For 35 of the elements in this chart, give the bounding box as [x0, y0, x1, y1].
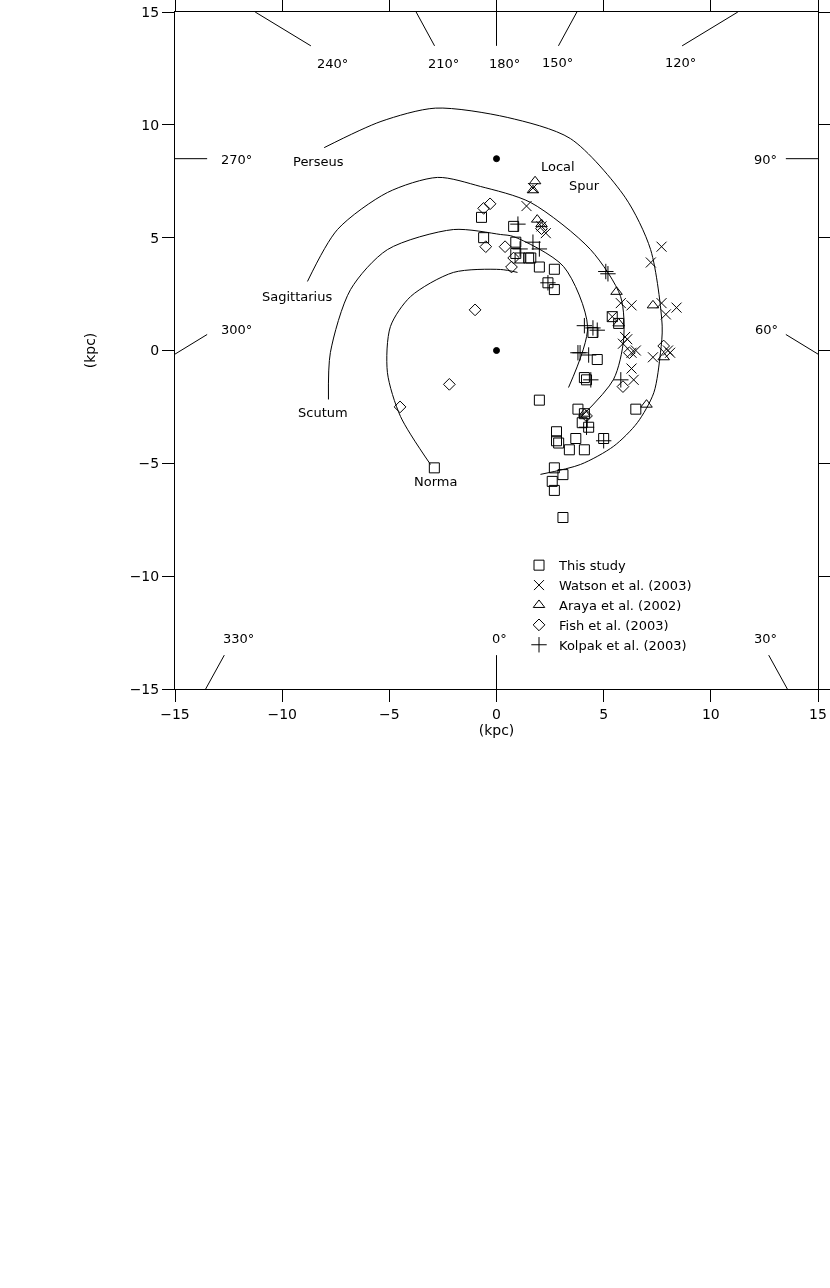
x-tick-label: −5	[379, 705, 400, 722]
y-tick-label: −15	[129, 680, 160, 697]
legend-label: Araya et al. (2002)	[559, 598, 682, 614]
y-tick-label: 5	[150, 229, 160, 246]
x-tick-label: 0	[492, 705, 501, 722]
y-tick-label: 15	[141, 3, 160, 20]
annotation: 240°	[317, 56, 349, 71]
annotation: 60°	[755, 322, 779, 337]
annotation: Norma	[414, 474, 458, 489]
annotation: 150°	[542, 55, 574, 70]
annotation: 210°	[428, 56, 460, 71]
y-tick-label: 0	[150, 342, 160, 359]
y-tick-label: −5	[138, 455, 160, 472]
x-tick-label: 15	[809, 705, 827, 722]
x-tick-label: 10	[701, 705, 720, 722]
annotation: 90°	[754, 152, 778, 167]
y-tick-label: 10	[141, 116, 160, 133]
legend-label: This study	[558, 558, 627, 574]
y-axis-title: (kpc)	[82, 332, 99, 369]
y-tick-label: −10	[129, 568, 160, 585]
annotation: Perseus	[293, 154, 344, 169]
annotation: 330°	[223, 631, 255, 646]
annotation: 120°	[665, 55, 697, 70]
annotation: 270°	[221, 152, 253, 167]
x-axis-title: (kpc)	[478, 722, 515, 739]
legend-label: Fish et al. (2003)	[559, 617, 669, 633]
x-tick-label: 5	[599, 705, 609, 722]
annotation: 300°	[221, 322, 253, 337]
annotation: 30°	[754, 631, 778, 646]
legend-label: Kolpak et al. (2003)	[559, 637, 687, 653]
annotation: Local	[541, 159, 575, 174]
x-tick-label: −10	[267, 705, 297, 722]
annotation: 0°	[492, 631, 507, 646]
legend-label: Watson et al. (2003)	[559, 578, 692, 594]
annotation: 180°	[489, 56, 521, 71]
